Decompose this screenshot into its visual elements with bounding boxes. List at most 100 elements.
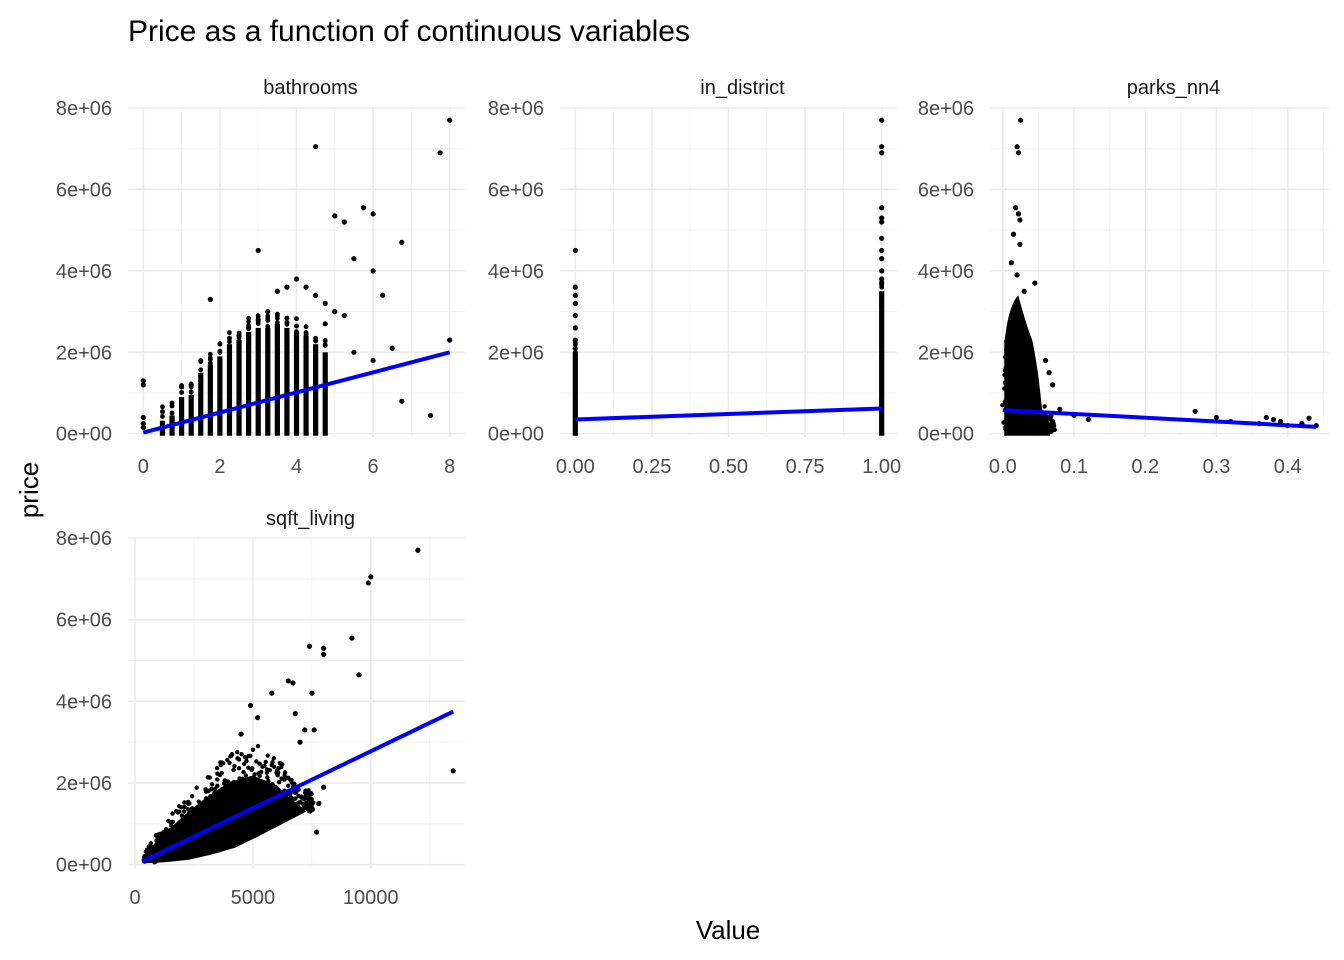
data-point [299,794,304,799]
data-point [265,792,270,798]
data-point [140,420,146,427]
data-point [1036,426,1041,431]
data-point [255,321,261,326]
facet-strip-label: parks_nn4 [1127,77,1220,99]
data-point [341,313,347,319]
data-point [316,800,322,807]
data-point [271,756,276,761]
y-tick-label: 8e+06 [56,98,112,120]
data-point [270,782,275,787]
data-point [1047,429,1053,434]
y-tick-label: 0e+00 [488,424,544,446]
panel-in_district: in_district 0e+00 2e+06 4e+06 6e+06 8e+06 0.00… [488,77,901,478]
data-point [311,727,317,733]
data-point [226,349,233,355]
data-point [1008,413,1014,419]
data-point [245,813,250,818]
data-point [207,351,213,357]
data-point [197,824,203,829]
data-point [188,845,193,850]
data-point [302,804,308,811]
data-point [265,308,271,315]
data-point [224,804,230,809]
data-point [199,806,205,811]
data-point [879,219,885,225]
data-point [285,811,290,816]
data-point [572,313,578,319]
data-point [1002,354,1008,360]
dense-point-cloud [1004,295,1050,436]
data-point [204,789,209,794]
data-point [153,859,158,864]
data-point [380,292,386,298]
data-point [274,311,280,317]
data-point [279,776,284,781]
data-point [1023,421,1028,426]
data-point [250,747,256,752]
data-point [179,389,185,395]
data-point [207,296,213,302]
x-tick-label: 2 [214,456,225,478]
y-tick-label: 4e+06 [56,261,112,283]
points-bathrooms [140,117,453,436]
data-point [298,800,303,805]
data-point [1006,404,1012,410]
data-point [288,811,294,816]
data-point [255,247,261,254]
data-point [399,239,405,245]
data-point [182,804,187,810]
data-point [256,815,262,821]
data-point [169,823,174,828]
data-point [188,389,194,395]
data-point [1024,390,1029,395]
data-point [265,808,271,814]
data-point [255,715,261,721]
data-point [159,838,165,843]
data-point [199,819,205,824]
data-point [304,789,310,794]
data-point [148,843,153,849]
data-point [307,808,312,814]
dense-point-band [236,340,242,436]
data-point [1020,426,1025,432]
data-point [246,318,252,324]
data-point [1017,241,1023,248]
data-point [215,777,220,782]
data-point [217,827,223,832]
data-point [228,754,233,759]
data-point [321,651,327,657]
data-point [198,358,204,364]
data-point [162,831,167,837]
data-point [1013,205,1019,211]
data-point [303,324,309,330]
data-point [1270,416,1277,423]
data-point [322,321,328,327]
data-point [220,794,225,800]
data-point [294,323,299,329]
data-point [1013,359,1018,365]
data-point [1213,414,1220,421]
data-point [140,425,146,431]
data-point [234,792,239,798]
data-point [236,757,242,762]
data-point [181,815,186,820]
data-point [208,793,213,799]
data-point [1015,389,1020,394]
data-point [274,315,280,321]
y-tick-label: 2e+06 [56,773,112,795]
data-point [241,761,247,767]
data-point [1049,420,1055,425]
data-point [160,404,165,410]
data-point [1002,399,1008,404]
data-point [235,803,240,808]
dense-point-band [313,344,319,436]
data-point [322,338,328,343]
data-point [1012,416,1018,421]
data-point [207,356,213,362]
data-point [250,830,256,836]
y-tick-label: 4e+06 [488,261,544,283]
data-point [437,150,443,156]
y-axis-title: price [14,462,44,518]
data-point [260,787,265,792]
facet-panels: bathrooms 0e+00 2e+06 4e+06 6e+06 8e+06 0 2 4 6 8 i… [56,77,1329,909]
